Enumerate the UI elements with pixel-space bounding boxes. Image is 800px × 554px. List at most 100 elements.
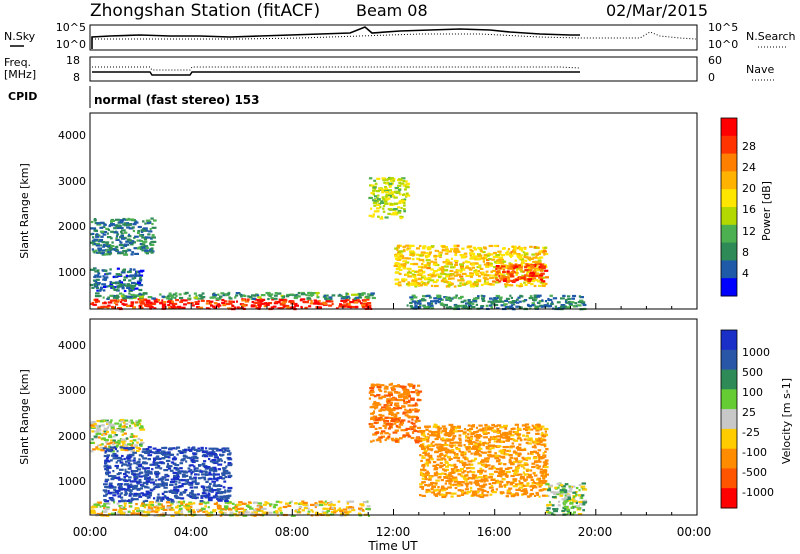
- power-data-cell: [437, 301, 441, 304]
- velocity-data-cell: [410, 398, 415, 401]
- velocity-data-cell: [129, 435, 134, 438]
- velocity-data-cell: [361, 509, 364, 512]
- velocity-data-cell: [185, 480, 188, 483]
- velocity-data-cell: [516, 466, 520, 470]
- velocity-data-cell: [181, 482, 187, 486]
- velocity-data-cell: [177, 501, 181, 504]
- velocity-data-cell: [155, 499, 159, 502]
- velocity-data-cell: [132, 439, 137, 442]
- velocity-data-cell: [150, 472, 153, 475]
- power-data-cell: [377, 198, 381, 201]
- velocity-data-cell: [187, 467, 191, 470]
- velocity-data-cell: [110, 426, 115, 429]
- velocity-data-cell: [147, 458, 151, 461]
- power-data-cell: [457, 279, 462, 282]
- velocity-data-cell: [103, 430, 108, 433]
- velocity-data-cell: [479, 479, 483, 482]
- velocity-data-cell: [428, 476, 433, 479]
- power-data-cell: [525, 272, 529, 275]
- power-data-cell: [159, 293, 162, 296]
- velocity-data-cell: [144, 473, 148, 476]
- power-data-cell: [190, 301, 194, 305]
- power-data-cell: [493, 266, 497, 269]
- power-data-cell: [355, 299, 360, 302]
- power-data-cell: [432, 263, 438, 266]
- velocity-data-cell: [471, 491, 475, 494]
- velocity-data-cell: [391, 439, 396, 442]
- velocity-data-cell: [483, 475, 488, 478]
- power-data-cell: [509, 273, 514, 276]
- velocity-data-cell: [163, 482, 168, 485]
- velocity-data-cell: [216, 459, 221, 462]
- power-data-cell: [300, 298, 306, 301]
- power-cbar-tick-12: 12: [742, 225, 756, 238]
- velocity-data-cell: [218, 510, 223, 513]
- power-data-cell: [126, 295, 131, 298]
- velocity-data-cell: [138, 495, 143, 498]
- velocity-data-cell: [123, 424, 126, 427]
- velocity-data-cell: [466, 429, 470, 432]
- power-data-cell: [109, 299, 115, 302]
- power-data-cell: [472, 254, 475, 257]
- power-data-cell: [382, 207, 385, 210]
- power-data-cell: [462, 261, 465, 264]
- power-data-cell: [422, 245, 426, 248]
- velocity-data-cell: [406, 433, 410, 437]
- power-data-cell: [145, 301, 149, 304]
- velocity-data-cell: [160, 452, 164, 455]
- velocity-data-cell: [369, 406, 374, 409]
- velocity-data-cell: [161, 505, 165, 508]
- velocity-data-cell: [224, 489, 227, 492]
- velocity-data-cell: [162, 508, 168, 511]
- velocity-data-cell: [477, 487, 480, 491]
- velocity-data-cell: [183, 505, 187, 508]
- velocity-data-cell: [139, 471, 142, 474]
- velocity-data-cell: [177, 470, 182, 473]
- velocity-data-cell: [117, 439, 122, 442]
- power-data-cell: [497, 267, 501, 270]
- velocity-data-cell: [474, 443, 478, 446]
- velocity-data-cell: [449, 432, 455, 435]
- velocity-data-cell: [537, 453, 541, 457]
- velocity-data-cell: [247, 501, 251, 504]
- power-data-cell: [306, 301, 309, 304]
- velocity-data-cell: [414, 419, 418, 422]
- velocity-data-cell: [452, 492, 457, 495]
- velocity-data-cell: [329, 500, 333, 504]
- velocity-data-cell: [174, 488, 180, 491]
- power-data-cell: [119, 219, 125, 222]
- velocity-data-cell: [523, 438, 527, 441]
- power-data-cell: [411, 279, 415, 283]
- power-data-cell: [580, 301, 586, 304]
- velocity-data-cell: [526, 495, 530, 498]
- velocity-data-cell: [445, 491, 451, 495]
- power-data-cell: [137, 298, 141, 301]
- velocity-data-cell: [470, 482, 473, 485]
- power-data-cell: [183, 303, 187, 306]
- velocity-data-cell: [128, 456, 132, 459]
- velocity-data-cell: [417, 419, 421, 422]
- colorbar-segment: [721, 171, 737, 190]
- power-data-cell: [103, 230, 108, 234]
- power-data-cell: [410, 253, 415, 256]
- velocity-data-cell: [437, 486, 440, 489]
- power-data-cell: [98, 294, 102, 298]
- velocity-data-cell: [410, 421, 414, 424]
- power-data-cell: [129, 268, 132, 271]
- power-data-cell: [510, 255, 513, 258]
- velocity-data-cell: [146, 480, 150, 483]
- velocity-data-cell: [512, 451, 518, 454]
- power-data-cell: [528, 297, 534, 300]
- power-data-cell: [198, 306, 204, 309]
- power-data-cell: [465, 261, 471, 264]
- velocity-data-cell: [435, 479, 440, 482]
- velocity-data-cell: [491, 437, 495, 440]
- power-data-cell: [535, 298, 538, 301]
- power-data-cell: [115, 273, 121, 276]
- velocity-data-cell: [469, 470, 472, 473]
- velocity-data-cell: [424, 484, 428, 487]
- power-data-cell: [148, 230, 153, 233]
- velocity-data-cell: [117, 495, 121, 498]
- power-data-cell: [471, 306, 476, 309]
- velocity-data-cell: [126, 484, 131, 487]
